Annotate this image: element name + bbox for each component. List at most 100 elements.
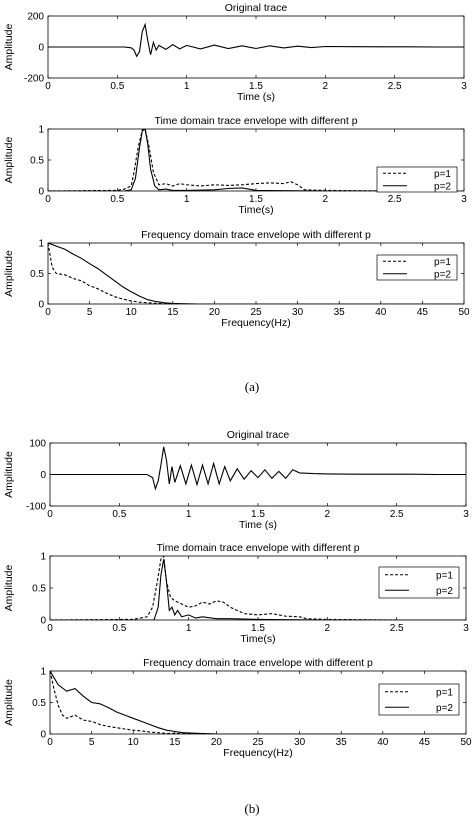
x-axis-label: Frequency(Hz) [221,317,290,329]
y-tick-label: 0 [40,616,46,627]
x-tick-label: 1 [184,81,190,92]
y-tick-label: 0 [38,300,44,311]
x-tick-label: 2.5 [390,509,404,520]
legend-box [376,166,458,193]
legend-box [378,683,460,716]
chart-title: Original trace [225,2,288,14]
x-tick-label: 30 [294,737,306,748]
x-tick-label: 3 [463,509,469,520]
x-tick-label: 45 [419,737,431,748]
x-tick-label: 25 [252,737,264,748]
x-tick-label: 45 [417,307,429,318]
x-tick-label: 0.5 [110,81,124,92]
legend-label: p=1 [436,570,453,581]
x-tick-label: 0 [47,737,53,748]
x-tick-label: 5 [87,307,93,318]
x-tick-label: 1.5 [249,81,263,92]
legend-label: p=2 [434,269,451,280]
y-axis-label: Amplitude [3,250,15,297]
y-tick-label: 100 [29,439,46,450]
x-tick-label: 50 [458,307,470,318]
y-tick-label: 0 [38,187,44,198]
series-line-p2 [50,671,466,734]
x-tick-label: 20 [209,307,221,318]
y-axis-label: Amplitude [3,451,15,498]
y-axis-label: Amplitude [3,137,15,184]
x-tick-label: 2 [325,623,331,634]
x-tick-label: 1.5 [251,623,265,634]
y-axis-label: Amplitude [3,679,15,726]
figure-a: (a) [245,379,259,394]
figure-b: (b) [244,801,259,816]
x-tick-label: 0.5 [110,194,124,205]
x-axis-label: Time(s) [240,633,275,645]
y-tick-label: 0.5 [32,584,46,595]
x-axis-label: Time(s) [238,204,273,216]
chart-title: Frequency domain trace envelope with dif… [141,229,371,241]
y-tick-label: 0 [40,470,46,481]
series-line-trace [50,446,466,491]
x-tick-label: 2.5 [388,81,402,92]
chart-title: Time domain trace envelope with differen… [156,542,359,554]
series-line-p1 [50,671,466,734]
y-tick-label: -100 [26,502,46,513]
y-axis-label: Amplitude [3,24,15,71]
x-tick-label: 35 [334,307,346,318]
series-line-p2 [48,129,464,191]
y-tick-label: 1 [38,125,44,136]
x-tick-label: 2 [323,194,329,205]
x-tick-label: 1 [184,194,190,205]
x-tick-label: 1.5 [249,194,263,205]
legend: p=1p=2 [376,166,458,193]
y-tick-label: 0 [38,43,44,54]
x-tick-label: 0 [47,623,53,634]
chart-title: Frequency domain trace envelope with dif… [143,657,373,669]
x-tick-label: 0 [45,81,51,92]
legend-label: p=1 [436,687,453,698]
x-tick-label: 0.5 [112,623,126,634]
legend: p=1p=2 [376,254,458,281]
legend-label: p=1 [434,257,451,268]
legend-box [378,566,460,599]
x-tick-label: 1 [186,623,192,634]
y-tick-label: 1 [40,552,46,563]
legend-label: p=2 [434,181,451,192]
x-tick-label: 3 [461,194,467,205]
x-axis-label: Frequency(Hz) [223,747,292,759]
x-tick-label: 25 [250,307,262,318]
series-line-p1 [50,556,466,620]
y-axis-label: Amplitude [3,565,15,612]
y-tick-label: 200 [27,12,44,23]
chart-panel: 0 0.5 1 1.5 2 2.5 3 0 0.5 1 Time domain trace enve… [3,115,467,216]
legend-box [376,254,458,281]
series-line-p1 [48,129,464,191]
x-tick-label: 40 [375,307,387,318]
x-tick-label: 0 [47,509,53,520]
y-tick-label: 0 [40,730,46,741]
legend-label: p=1 [434,169,451,180]
x-tick-label: 40 [377,737,389,748]
y-tick-label: 0.5 [30,269,44,280]
x-tick-label: 2.5 [388,194,402,205]
series-line-p2 [50,559,466,620]
x-tick-label: 15 [167,307,179,318]
series-line-trace [48,22,464,58]
x-tick-label: 20 [211,737,223,748]
legend-label: p=2 [436,703,453,714]
legend: p=1p=2 [378,683,460,716]
x-tick-label: 0 [45,194,51,205]
y-tick-label: 0.5 [30,156,44,167]
chart-panel: 0 5 10 15 20 25 30 35 40 45 50 0 0.5 1 Frequency domai… [3,657,472,759]
legend: p=1p=2 [378,566,460,599]
x-tick-label: 50 [460,737,472,748]
x-axis-label: Time (s) [237,91,275,103]
legend-label: p=2 [436,586,453,597]
x-tick-label: 35 [336,737,348,748]
x-tick-label: 3 [461,81,467,92]
series-line-p2 [48,243,464,304]
x-tick-label: 0.5 [112,509,126,520]
x-tick-label: 0 [45,307,51,318]
